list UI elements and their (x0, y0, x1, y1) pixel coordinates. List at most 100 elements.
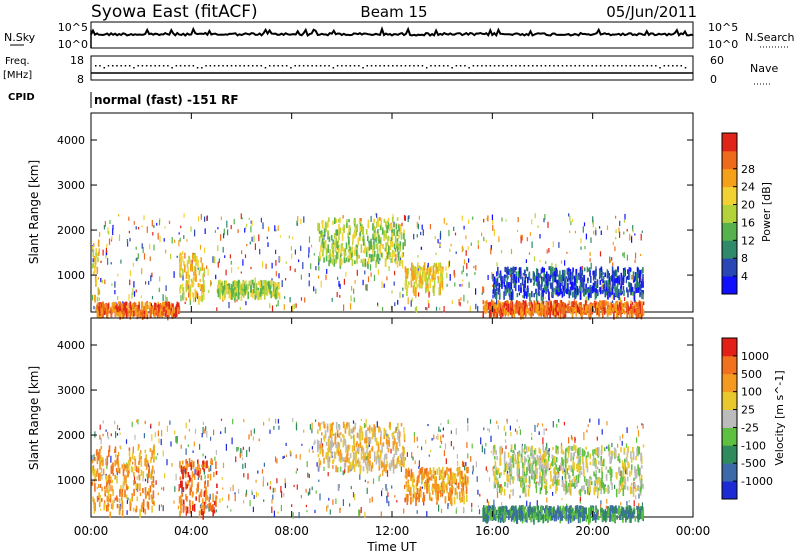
echo-cell (242, 463, 244, 469)
echo-cell (374, 227, 376, 232)
echo-cell (594, 281, 597, 287)
echo-cell (626, 501, 628, 506)
nave-point (438, 65, 441, 67)
echo-cell (353, 464, 356, 472)
echo-cell (338, 280, 340, 287)
echo-cell (351, 465, 353, 470)
echo-cell (178, 240, 180, 247)
echo-cell (275, 292, 277, 300)
echo-cell (385, 484, 387, 491)
echo-cell (509, 307, 511, 315)
echo-cell (101, 308, 103, 314)
echo-cell (333, 258, 335, 267)
echo-cell (196, 488, 198, 495)
echo-cell (626, 308, 628, 312)
echo-cell (179, 262, 181, 270)
echo-cell (622, 281, 624, 286)
nave-point (676, 65, 678, 67)
echo-cell (510, 268, 512, 276)
echo-cell (181, 492, 184, 497)
echo-cell (558, 242, 560, 248)
echo-cell (565, 277, 567, 286)
echo-cell (102, 420, 104, 424)
echo-cell (440, 423, 442, 426)
nave-point (268, 65, 271, 67)
echo-cell (204, 216, 206, 222)
echo-cell (203, 280, 205, 289)
echo-cell (331, 440, 334, 448)
echo-cell (589, 303, 591, 309)
echo-cell (635, 288, 638, 293)
echo-cell (548, 307, 550, 311)
echo-cell (414, 276, 417, 284)
echo-cell (155, 305, 158, 313)
echo-cell (129, 310, 131, 320)
echo-cell (519, 303, 522, 309)
nave-point (404, 65, 407, 67)
echo-cell (176, 437, 178, 445)
echo-cell (277, 511, 279, 514)
echo-cell (369, 460, 371, 466)
echo-cell (386, 243, 389, 247)
echo-cell (330, 441, 332, 447)
echo-cell (539, 303, 542, 311)
echo-cell (244, 462, 246, 469)
echo-cell (410, 468, 413, 478)
echo-cell (597, 509, 599, 514)
echo-cell (240, 448, 242, 454)
echo-cell (206, 495, 208, 501)
echo-cell (424, 271, 426, 276)
echo-cell (373, 225, 376, 230)
echo-cell (367, 246, 369, 253)
echo-cell (348, 422, 350, 427)
echo-cell (139, 508, 141, 518)
echo-cell (630, 310, 633, 318)
echo-cell (460, 487, 463, 492)
echo-cell (276, 282, 278, 286)
echo-cell (463, 497, 465, 505)
echo-cell (489, 302, 491, 307)
echo-cell (435, 306, 438, 311)
echo-cell (250, 430, 252, 437)
echo-cell (548, 279, 550, 286)
echo-cell (490, 450, 492, 454)
echo-cell (445, 266, 447, 272)
echo-cell (122, 310, 125, 319)
nave-point (519, 65, 521, 67)
echo-cell (394, 235, 397, 243)
echo-cell (201, 288, 203, 298)
echo-cell (381, 445, 383, 454)
nave-point (218, 65, 220, 67)
echo-cell (93, 305, 95, 310)
echo-cell (439, 490, 442, 494)
echo-cell (161, 487, 163, 490)
echo-cell (428, 454, 430, 457)
echo-cell (450, 243, 452, 247)
echo-cell (342, 227, 344, 232)
echo-cell (542, 287, 545, 296)
echo-cell (181, 487, 183, 495)
echo-cell (569, 289, 572, 296)
echo-cell (379, 427, 381, 432)
echo-cell (178, 306, 181, 314)
echo-cell (211, 459, 213, 466)
echo-cell (601, 300, 604, 308)
echo-cell (586, 305, 588, 311)
echo-cell (179, 237, 181, 242)
echo-cell (500, 250, 503, 254)
echo-cell (248, 446, 250, 452)
echo-cell (311, 486, 313, 491)
echo-cell (513, 273, 516, 283)
echo-cell (617, 276, 619, 284)
echo-cell (477, 505, 479, 508)
echo-cell (151, 498, 153, 503)
echo-cell (140, 456, 142, 460)
echo-cell (163, 305, 165, 312)
echo-cell (642, 274, 644, 284)
echo-cell (225, 443, 227, 451)
nave-point (379, 65, 381, 67)
echo-cell (214, 256, 216, 264)
echo-cell (336, 241, 338, 249)
echo-cell (135, 508, 137, 513)
echo-cell (455, 509, 457, 514)
